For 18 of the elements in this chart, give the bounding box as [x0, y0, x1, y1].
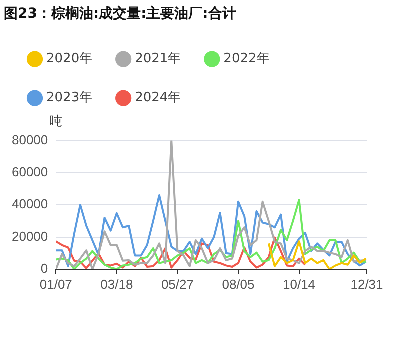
y-axis-title: 吨	[50, 114, 63, 130]
y-tick-label: 80000	[12, 132, 48, 148]
x-tick-label: 08/05	[222, 276, 255, 292]
y-tick-label: 0	[40, 260, 48, 276]
x-tick-label: 12/31	[350, 276, 384, 292]
x-tick-label: 05/27	[161, 276, 194, 292]
legend-label: 2024年	[135, 90, 182, 106]
legend-label: 2021年	[135, 52, 182, 67]
y-tick-label: 20000	[12, 228, 48, 244]
x-tick-label: 01/07	[40, 276, 72, 292]
chart-title: 图23：棕榈油:成交量:主要油厂:合计	[4, 5, 236, 22]
x-tick-label: 03/18	[100, 276, 134, 292]
x-tick-label: 10/14	[283, 276, 316, 292]
legend-label: 2023年	[46, 90, 93, 106]
y-tick-label: 40000	[12, 196, 48, 212]
legend-label: 2020年	[46, 52, 93, 67]
y-tick-label: 60000	[12, 164, 48, 180]
legend-label: 2022年	[224, 52, 270, 67]
